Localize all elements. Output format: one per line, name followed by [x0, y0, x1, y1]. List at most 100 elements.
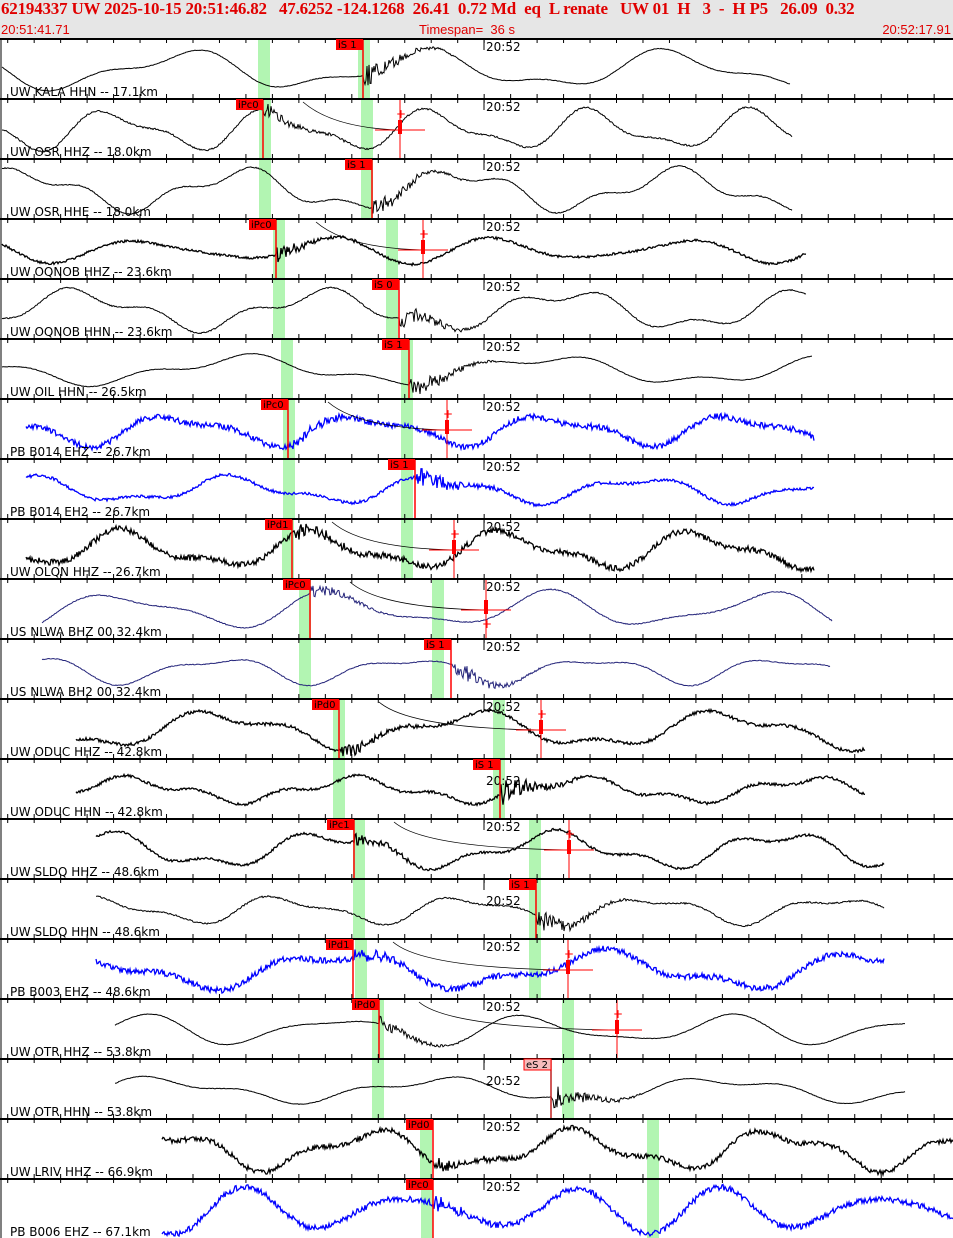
trace-row[interactable]: 20:52 iS 1 US NLWA BH2 00 32.4km — [0, 634, 953, 699]
time-window-band — [647, 1178, 659, 1238]
phase-pick-label: iS 1 — [390, 460, 409, 471]
phase-pick-flag[interactable] — [523, 1058, 552, 1071]
minute-label: 20:52 — [486, 894, 521, 908]
trace-row[interactable]: +20:52 iPc0 UW OSR HHZ -- 18.0km — [0, 94, 953, 159]
event-summary: 62194337 UW 2025-10-15 20:51:46.82 47.62… — [1, 0, 855, 18]
amplitude-marker — [615, 1020, 619, 1034]
waveform — [95, 944, 885, 995]
trace-row[interactable]: +20:52 iPc0 PB B014 EHZ -- 26.7km — [0, 394, 953, 459]
phase-pick-label: iS 1 — [384, 340, 403, 351]
time-window-band — [386, 278, 398, 338]
phase-pick-flag[interactable] — [382, 339, 409, 350]
trace-row[interactable]: +20:52 iPd1 UW OLQN HHZ -- 26.7km — [0, 514, 953, 579]
phase-pick-flag[interactable] — [261, 399, 288, 410]
phase-pick-label: iPc0 — [408, 1180, 429, 1191]
trace-row[interactable]: 20:52 iS 1 UW KALA HHN -- 17.1km — [0, 38, 953, 99]
time-window-band — [355, 938, 367, 998]
minute-label: 20:52 — [486, 1180, 521, 1194]
time-window-band — [353, 878, 365, 938]
travel-time-curve — [302, 101, 401, 131]
phase-pick-flag[interactable] — [283, 579, 310, 590]
cross-icon: + — [419, 227, 429, 241]
minute-label: 20:52 — [486, 1120, 521, 1134]
waveform — [1, 46, 791, 92]
station-label: UW OLQN HHZ -- 26.7km — [10, 565, 161, 579]
phase-pick-label: iPd0 — [354, 1000, 376, 1011]
station-label: PB B014 EH2 -- 26.7km — [10, 505, 150, 519]
trace-row[interactable]: 20:52 iS 1 UW OSR HHE -- 18.0km — [0, 154, 953, 219]
trace-row[interactable]: 20:52 iS 1 UW OIL HHN -- 26.5km — [0, 334, 953, 399]
time-window-band — [432, 578, 444, 638]
phase-pick-flag[interactable] — [327, 819, 354, 830]
phase-pick-flag[interactable] — [372, 279, 399, 290]
trace-row[interactable]: +20:52 iPc0 UW OQNOB HHZ -- 23.6km — [0, 214, 953, 279]
trace-row[interactable]: 20:52 iS 0 UW OQNOB HHN -- 23.6km — [0, 274, 953, 339]
minute-label: 20:52 — [486, 520, 521, 534]
waveform — [1, 234, 807, 267]
waveform — [75, 772, 866, 807]
waveform — [161, 1124, 953, 1178]
phase-pick-flag[interactable] — [265, 519, 292, 530]
trace-row[interactable]: +20:52 iPc1 UW SLDQ HHZ -- 48.6km — [0, 814, 953, 879]
cross-icon: + — [482, 617, 492, 631]
phase-pick-flag[interactable] — [326, 939, 353, 950]
waveform — [96, 895, 885, 933]
station-label: UW LRIV HHZ -- 66.9km — [10, 1165, 153, 1179]
amplitude-marker — [567, 840, 571, 854]
time-window-band — [420, 1118, 432, 1178]
trace-row[interactable]: 20:52 eS 2 UW OTR HHN -- 53.8km — [0, 1054, 953, 1119]
window-start-time: 20:51:41.71 — [1, 22, 70, 37]
trace-row[interactable]: 20:52 iS 1 UW ODUC HHN -- 42.8km — [0, 754, 953, 819]
trace-row[interactable]: +20:52 iPd0 UW OTR HHZ -- 53.8km — [0, 994, 953, 1059]
phase-pick-flag[interactable] — [249, 219, 276, 230]
phase-pick-flag[interactable] — [406, 1179, 433, 1190]
station-label: UW OTR HHZ -- 53.8km — [10, 1045, 151, 1059]
time-window-band — [562, 1058, 574, 1118]
phase-pick-flag[interactable] — [473, 759, 500, 770]
time-window-band — [258, 38, 270, 98]
minute-label: 20:52 — [486, 820, 521, 834]
cross-icon: + — [613, 1007, 623, 1021]
phase-pick-flag[interactable] — [312, 699, 339, 710]
phase-pick-label: iS 1 — [426, 640, 445, 651]
amplitude-marker — [421, 240, 425, 254]
trace-row[interactable]: 20:52 iS 1 PB B014 EH2 -- 26.7km — [0, 454, 953, 519]
event-header: 62194337 UW 2025-10-15 20:51:46.82 47.62… — [0, 0, 953, 38]
trace-row[interactable]: 20:52 iPd0 UW LRIV HHZ -- 66.9km — [0, 1114, 953, 1179]
travel-time-curve — [327, 401, 448, 431]
waveform — [25, 411, 815, 452]
phase-pick-flag[interactable] — [336, 39, 363, 50]
seismogram-panel[interactable]: 20:52 iS 1 UW KALA HHN -- 17.1km + 20:52 iPc0… — [0, 38, 953, 1238]
trace-row[interactable]: 20:52 iPc0 PB B006 EHZ -- 67.1km — [0, 1174, 953, 1238]
trace-row[interactable]: 20:52 iS 1 UW SLDQ HHN -- 48.6km — [0, 874, 953, 939]
minute-label: 20:52 — [486, 460, 521, 474]
phase-pick-flag[interactable] — [509, 879, 536, 890]
travel-time-curve — [331, 521, 455, 551]
phase-pick-flag[interactable] — [352, 999, 379, 1010]
trace-row[interactable]: +20:52 iPd1 PB B003 EHZ -- 48.6km — [0, 934, 953, 999]
trace-row[interactable]: +20:52 iPd0 UW ODUC HHZ -- 42.8km — [0, 694, 953, 759]
station-label: PB B014 EHZ -- 26.7km — [10, 445, 151, 459]
phase-pick-flag[interactable] — [388, 459, 415, 470]
phase-pick-flag[interactable] — [236, 99, 263, 110]
cross-icon: + — [396, 107, 406, 121]
station-label: UW OIL HHN -- 26.5km — [10, 385, 147, 399]
station-label: UW OQNOB HHN -- 23.6km — [10, 325, 173, 339]
phase-pick-label: iS 1 — [347, 160, 366, 171]
travel-time-curve — [392, 941, 569, 971]
trace-row[interactable]: +20:52 iPc0 US NLWA BHZ 00 32.4km — [0, 574, 953, 639]
phase-pick-flag[interactable] — [424, 639, 451, 650]
amplitude-marker — [484, 600, 488, 614]
minute-label: 20:52 — [486, 580, 521, 594]
phase-pick-label: iS 0 — [374, 280, 393, 291]
phase-pick-flag[interactable] — [406, 1119, 433, 1130]
phase-pick-label: iS 1 — [338, 40, 357, 51]
minute-label: 20:52 — [486, 400, 521, 414]
phase-pick-label: iS 1 — [475, 760, 494, 771]
waveform — [1, 352, 813, 395]
station-label: UW OSR HHE -- 18.0km — [10, 205, 151, 219]
phase-pick-label: iPd0 — [408, 1120, 430, 1131]
phase-pick-flag[interactable] — [345, 159, 372, 170]
time-window-band — [259, 98, 271, 158]
time-window-band — [333, 758, 345, 818]
